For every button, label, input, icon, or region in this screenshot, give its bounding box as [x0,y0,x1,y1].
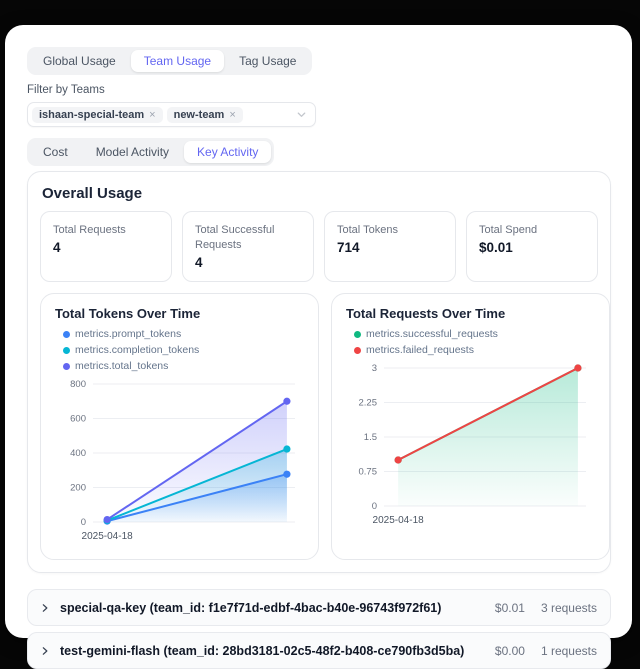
legend-label: metrics.successful_requests [366,328,498,340]
svg-text:200: 200 [70,483,86,494]
team-filter-select[interactable]: ishaan-special-team × new-team × [27,102,316,127]
key-name: test-gemini-flash (team_id: 28bd3181-02c… [60,643,465,658]
stat-total-requests: Total Requests 4 [40,211,172,282]
key-usage-list: special-qa-key (team_id: f1e7f71d-edbf-4… [27,589,611,669]
stat-total-tokens: Total Tokens 714 [324,211,456,282]
chart-title: Total Tokens Over Time [55,306,201,321]
svg-text:3: 3 [372,363,377,374]
stat-label: Total Requests [53,224,126,236]
stat-label: Total Spend [479,224,538,236]
chart-plot-area: 0 0.75 1.5 2.25 3 2025-04-18 [346,358,595,535]
stat-value: 714 [337,239,360,255]
key-row-special-qa-key[interactable]: special-qa-key (team_id: f1e7f71d-edbf-4… [27,589,611,626]
legend-label: metrics.total_tokens [75,360,169,372]
key-name: special-qa-key (team_id: f1e7f71d-edbf-4… [60,600,442,615]
stat-value: 4 [53,239,61,255]
tab-global-usage[interactable]: Global Usage [30,50,129,72]
legend-label: metrics.prompt_tokens [75,328,182,340]
svg-text:2.25: 2.25 [359,398,378,409]
svg-text:0.75: 0.75 [359,467,378,478]
stat-value: 4 [195,254,203,270]
svg-text:0: 0 [372,501,377,512]
tokens-over-time-chart: Total Tokens Over Time metrics.prompt_to… [40,293,319,560]
chip-remove-icon[interactable]: × [229,108,236,121]
legend-dot-icon [63,346,70,354]
legend-item: metrics.failed_requests [354,344,474,356]
tab-key-activity[interactable]: Key Activity [184,141,272,163]
filter-by-teams-label: Filter by Teams [27,84,105,96]
team-chip-label: ishaan-special-team [39,108,145,121]
tab-model-activity[interactable]: Model Activity [83,141,182,163]
stat-total-spend: Total Spend $0.01 [466,211,598,282]
team-chip[interactable]: ishaan-special-team × [32,106,163,123]
legend-label: metrics.failed_requests [366,344,474,356]
tab-team-usage[interactable]: Team Usage [130,50,225,72]
svg-text:2025-04-18: 2025-04-18 [82,531,134,542]
chart-svg: 0 0.75 1.5 2.25 3 2025-04-18 [359,363,586,526]
chart-legend: metrics.prompt_tokens metrics.completion_… [63,328,304,372]
legend-item: metrics.successful_requests [354,328,498,340]
legend-dot-icon [63,330,70,338]
svg-text:600: 600 [70,414,86,425]
legend-item: metrics.completion_tokens [63,344,199,356]
stats-grid: Total Requests 4 Total Successful Reques… [40,211,598,282]
tab-tag-usage[interactable]: Tag Usage [226,50,309,72]
chart-svg: 0 200 400 600 800 2025-04-18 [70,379,295,542]
legend-dot-icon [354,346,361,354]
svg-text:1.5: 1.5 [364,432,377,443]
tab-cost[interactable]: Cost [30,141,81,163]
chart-title: Total Requests Over Time [346,306,506,321]
chart-legend: metrics.successful_requests metrics.faile… [354,328,595,356]
activity-tabs: Cost Model Activity Key Activity [27,138,275,166]
stat-total-successful-requests: Total Successful Requests 4 [182,211,314,282]
chevron-right-icon[interactable] [40,603,50,613]
chip-remove-icon[interactable]: × [149,108,156,121]
usage-dashboard-panel: Global Usage Team Usage Tag Usage Filter… [5,25,632,669]
stat-label: Total Successful Requests [195,224,275,251]
key-row-test-gemini-flash[interactable]: test-gemini-flash (team_id: 28bd3181-02c… [27,632,611,669]
svg-text:400: 400 [70,448,86,459]
legend-dot-icon [354,330,361,338]
legend-item: metrics.prompt_tokens [63,328,181,340]
key-request-count: 1 requests [540,643,597,658]
team-chip-label: new-team [173,108,225,121]
legend-dot-icon [63,362,70,370]
overall-usage-title: Overall Usage [42,185,143,202]
stat-label: Total Tokens [337,224,398,236]
key-spend: $0.01 [494,600,525,615]
chevron-right-icon[interactable] [40,646,50,656]
team-chip[interactable]: new-team × [166,106,243,123]
overall-usage-card: Overall Usage Total Requests 4 Total Suc… [27,171,611,573]
charts-grid: Total Tokens Over Time metrics.prompt_to… [40,293,610,560]
legend-item: metrics.total_tokens [63,360,168,372]
legend-label: metrics.completion_tokens [75,344,200,356]
key-request-count: 3 requests [540,600,597,615]
svg-text:0: 0 [81,517,86,528]
key-spend: $0.00 [494,643,525,658]
usage-scope-tabs: Global Usage Team Usage Tag Usage [27,47,313,75]
chart-plot-area: 0 200 400 600 800 2025-04-18 [55,374,304,551]
svg-text:800: 800 [70,379,86,390]
requests-over-time-chart: Total Requests Over Time metrics.success… [331,293,610,560]
stat-value: $0.01 [479,239,513,255]
svg-text:2025-04-18: 2025-04-18 [373,515,425,526]
chevron-down-icon[interactable] [296,109,307,120]
